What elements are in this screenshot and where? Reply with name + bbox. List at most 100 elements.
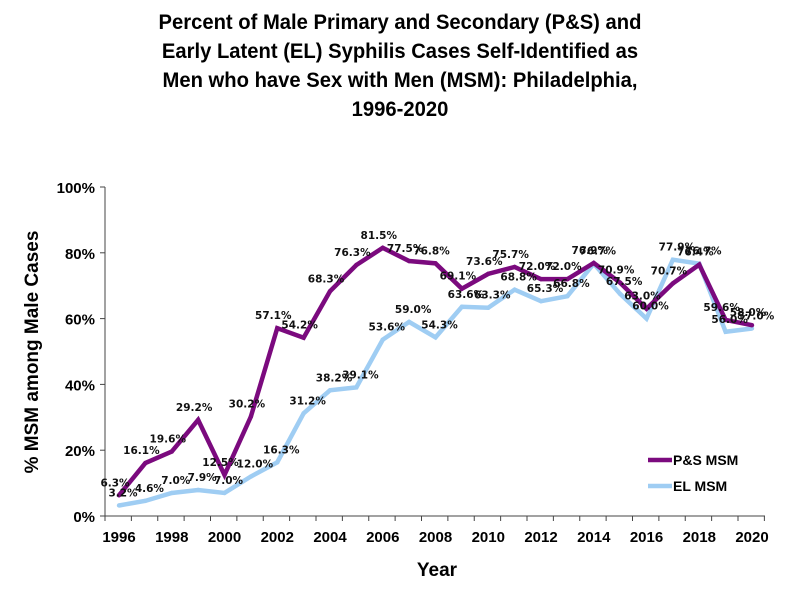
data-point: [406, 258, 412, 264]
data-point: [670, 281, 676, 286]
data-label: 53.6%: [369, 322, 406, 334]
data-point: [195, 487, 201, 493]
data-point: [617, 291, 623, 297]
data-label: 72.0%: [545, 261, 582, 273]
data-point: [248, 474, 254, 479]
data-point: [222, 490, 227, 496]
x-tick-label: 2018: [683, 529, 716, 546]
data-point: [275, 325, 280, 331]
data-point: [248, 414, 254, 419]
data-label: 76.7%: [685, 246, 722, 258]
data-point: [644, 306, 649, 311]
data-label: 63.0%: [624, 291, 661, 303]
data-point: [486, 271, 491, 277]
data-label: 70.7%: [651, 265, 688, 277]
x-tick-label: 2000: [208, 529, 241, 546]
data-point: [644, 316, 649, 321]
data-point: [433, 261, 438, 266]
data-label: 77.9%: [659, 242, 696, 254]
x-tick-label: 1996: [102, 529, 135, 546]
data-label: 70.9%: [598, 265, 635, 277]
x-tick-label: 2020: [735, 529, 768, 546]
data-label: 66.8%: [553, 278, 590, 290]
data-label: 67.5%: [606, 276, 643, 288]
series-lines: [116, 245, 755, 508]
legend: P&S MSM EL MSM: [648, 452, 738, 494]
data-point: [433, 335, 438, 340]
x-tick-label: 2004: [313, 529, 347, 546]
y-axis-title: % MSM among Male Cases: [22, 231, 43, 474]
data-point: [591, 260, 596, 266]
data-point: [486, 305, 491, 310]
data-label: 59.0%: [395, 304, 432, 316]
data-label: 7.0%: [161, 475, 191, 487]
data-point: [380, 245, 385, 251]
data-point: [459, 304, 465, 309]
data-label: 72.0%: [519, 261, 556, 273]
y-tick-label: 100%: [57, 180, 95, 197]
data-label: 69.1%: [440, 271, 477, 283]
data-label: 68.8%: [500, 272, 537, 284]
data-point: [749, 326, 755, 331]
data-label: 31.2%: [289, 395, 326, 407]
data-label: 16.1%: [123, 445, 160, 457]
data-label: 54.3%: [421, 319, 458, 331]
data-point: [327, 289, 333, 294]
data-label: 73.6%: [466, 256, 503, 268]
data-label: 30.2%: [229, 399, 266, 411]
data-point: [723, 329, 728, 334]
data-label: 12.5%: [202, 457, 239, 469]
axes: 0% 20% 40% 60% 80% 100% 1996 1998 2000 2002 2004 20…: [57, 180, 769, 546]
data-point: [512, 287, 517, 292]
data-label: 76.7%: [580, 246, 617, 258]
data-label: 7.0%: [214, 475, 244, 487]
data-label: 63.6%: [448, 289, 485, 301]
data-label: 12.0%: [237, 459, 274, 471]
data-label: 63.3%: [474, 290, 511, 302]
data-label: 19.6%: [150, 434, 187, 446]
y-tick-label: 20%: [65, 443, 95, 460]
x-tick-label: 2008: [419, 529, 452, 546]
data-labels: 6.3% 16.1%19.6% 29.2% 12.5% 30.2% 57.1%54.2% 6…: [100, 230, 774, 500]
data-point: [169, 449, 174, 454]
y-tick-label: 60%: [65, 312, 95, 329]
data-point: [723, 317, 728, 323]
data-point: [538, 298, 544, 304]
data-point: [565, 276, 570, 282]
data-label: 4.6%: [135, 483, 165, 495]
data-point: [301, 411, 306, 416]
data-point: [512, 264, 517, 270]
data-label: 81.5%: [361, 230, 398, 242]
x-tick-label: 2014: [577, 529, 611, 546]
data-label: 65.3%: [527, 283, 564, 295]
y-tick-label: 0%: [73, 509, 95, 526]
data-label: 76.3%: [334, 247, 371, 259]
data-point: [354, 262, 359, 268]
data-point: [275, 460, 280, 465]
data-label: 3.2%: [108, 487, 138, 499]
data-label: 77.5%: [387, 243, 424, 255]
x-tick-label: 2016: [630, 529, 663, 546]
data-label: 76.4%: [677, 247, 714, 259]
data-label: 75.7%: [492, 249, 529, 261]
data-label: 68.3%: [308, 273, 345, 285]
data-point: [617, 280, 623, 285]
data-point: [195, 417, 201, 423]
y-tick-label: 40%: [65, 377, 95, 394]
data-label: 59.6%: [703, 302, 740, 314]
data-point: [459, 286, 465, 291]
data-label: 60.0%: [632, 301, 669, 313]
data-label: 6.3%: [100, 477, 130, 489]
legend-label: P&S MSM: [673, 452, 738, 468]
data-label: 57.0%: [738, 310, 775, 322]
x-axis-title: Year: [417, 560, 458, 581]
data-label: 39.1%: [342, 369, 379, 381]
data-label: 76.9%: [572, 245, 609, 257]
data-point: [169, 490, 174, 496]
data-point: [380, 337, 385, 342]
data-label: 58.0%: [730, 307, 767, 319]
data-point: [565, 294, 570, 299]
x-tick-label: 1998: [155, 529, 188, 546]
data-point: [143, 460, 148, 466]
